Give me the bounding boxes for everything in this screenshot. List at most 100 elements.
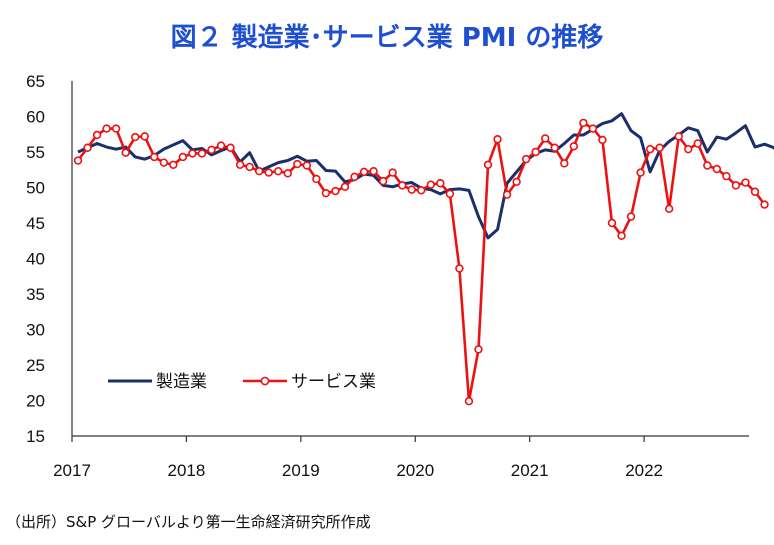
services-point (350, 172, 359, 182)
services-point (121, 148, 130, 157)
services-point (197, 149, 207, 158)
y-tick-label: 35 (26, 285, 45, 304)
services-point (131, 132, 140, 142)
x-tick-label: 2020 (396, 461, 434, 480)
services-point (436, 179, 445, 188)
services-point (579, 118, 588, 128)
x-axis-ticks (71, 436, 645, 442)
services-point (712, 164, 722, 174)
services-point (245, 162, 254, 172)
services-point (569, 142, 579, 151)
y-tick-label: 45 (26, 214, 45, 233)
services-point (102, 124, 111, 133)
services-point (741, 178, 750, 187)
services-point (684, 144, 693, 154)
services-point (359, 167, 369, 177)
services-point (369, 166, 378, 176)
y-tick-label: 65 (26, 72, 45, 91)
services-point (331, 186, 340, 196)
x-tick-label: 2021 (511, 461, 549, 480)
services-point (560, 159, 569, 168)
series-line-manufacturing (77, 112, 774, 240)
x-tick-label: 2018 (168, 461, 206, 480)
y-tick-label: 50 (26, 179, 45, 198)
services-point (655, 143, 664, 152)
y-tick-label: 15 (26, 427, 45, 446)
services-point (140, 132, 149, 141)
services-point (321, 188, 331, 198)
y-tick-label: 20 (26, 392, 45, 411)
services-point (340, 182, 350, 191)
services-point (703, 161, 712, 170)
services-point (426, 180, 436, 189)
legend-marker-services (260, 376, 270, 386)
y-tick-label: 40 (26, 250, 45, 269)
services-point (455, 264, 464, 273)
services-point (159, 158, 169, 167)
services-point (693, 139, 702, 148)
services-point (531, 147, 540, 157)
services-point (636, 168, 645, 177)
services-point (150, 152, 159, 162)
y-tick-label: 25 (26, 356, 45, 375)
x-tick-label: 2022 (625, 461, 663, 480)
services-point (417, 186, 426, 195)
services-point (407, 185, 416, 194)
services-point (216, 141, 226, 150)
services-point (502, 190, 512, 199)
services-point (550, 143, 559, 152)
y-tick-label: 30 (26, 321, 45, 340)
chart-title: 図２ 製造業･サービス業 PMI の推移 (171, 23, 604, 53)
services-point (674, 132, 683, 141)
services-point (664, 204, 674, 214)
services-point (207, 145, 216, 155)
y-tick-label: 60 (26, 108, 45, 127)
series-layer (73, 112, 774, 406)
services-point (188, 149, 197, 158)
services-point (541, 134, 550, 143)
services-point (588, 124, 598, 133)
services-point (445, 189, 455, 199)
services-point (722, 171, 731, 181)
services-point (645, 144, 655, 154)
services-point (512, 177, 521, 187)
services-point (302, 161, 312, 170)
y-axis-labels: 65 60 55 50 45 40 35 30 25 20 15 (26, 72, 45, 446)
legend-label-manufacturing: 製造業 (156, 372, 207, 392)
series-line-services (76, 121, 766, 403)
services-point (83, 143, 92, 152)
services-point (73, 156, 83, 165)
services-point (178, 152, 188, 162)
x-tick-label: 2019 (282, 461, 320, 480)
services-point (617, 231, 626, 240)
services-point (750, 187, 760, 196)
source-note: （出所）S&P グローバルより第一生命経済研究所作成 (6, 513, 371, 531)
services-point (264, 168, 273, 177)
services-point (760, 200, 769, 209)
services-point (483, 160, 493, 169)
services-point (464, 397, 474, 406)
services-point (397, 181, 407, 190)
services-point (235, 160, 245, 169)
legend-label-services: サービス業 (291, 372, 376, 392)
services-point (388, 168, 397, 177)
services-point (731, 181, 741, 190)
services-point (493, 135, 502, 144)
x-axis-labels: 2017 2018 2019 2020 2021 2022 (53, 461, 663, 480)
services-point (293, 159, 302, 169)
services-point (378, 176, 388, 186)
services-point (626, 212, 636, 221)
services-point (283, 169, 292, 178)
services-point (598, 135, 607, 145)
services-point (274, 166, 283, 176)
services-point (226, 143, 235, 152)
x-tick-label: 2017 (53, 461, 91, 480)
services-point (312, 174, 321, 184)
services-point (607, 218, 617, 228)
services-point (111, 124, 121, 133)
services-point (92, 130, 102, 140)
services-point (474, 345, 483, 354)
y-tick-label: 55 (26, 143, 45, 162)
services-point (169, 160, 178, 169)
